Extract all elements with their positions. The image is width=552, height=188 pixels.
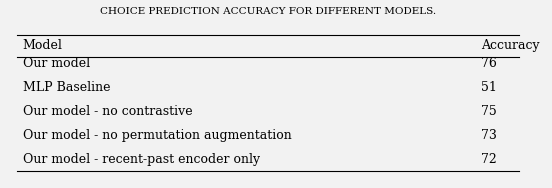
Text: Model: Model [23,39,62,52]
Text: Our model - recent-past encoder only: Our model - recent-past encoder only [23,153,260,166]
Text: CHOICE PREDICTION ACCURACY FOR DIFFERENT MODELS.: CHOICE PREDICTION ACCURACY FOR DIFFERENT… [100,7,436,16]
Text: MLP Baseline: MLP Baseline [23,81,110,94]
Text: Our model - no permutation augmentation: Our model - no permutation augmentation [23,129,291,142]
Text: Accuracy: Accuracy [481,39,540,52]
Text: 73: 73 [481,129,497,142]
Text: 76: 76 [481,57,497,70]
Text: Our model - no contrastive: Our model - no contrastive [23,105,192,118]
Text: 75: 75 [481,105,497,118]
Text: 72: 72 [481,153,497,166]
Text: 51: 51 [481,81,497,94]
Text: Our model: Our model [23,57,90,70]
